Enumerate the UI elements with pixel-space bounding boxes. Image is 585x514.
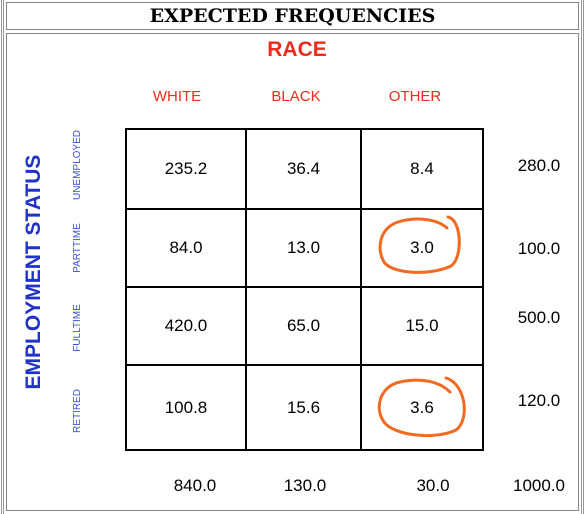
table-cell-circled: 3.0 xyxy=(362,210,482,288)
row-total-fulltime: 500.0 xyxy=(517,308,561,327)
table-cell: 36.4 xyxy=(247,130,362,210)
table-cell: 235.2 xyxy=(127,130,247,210)
frame-border-left xyxy=(1,0,4,514)
column-total-black: 130.0 xyxy=(283,476,327,495)
frame-border-right xyxy=(581,0,584,514)
table-cell: 15.0 xyxy=(362,288,482,366)
table-cell: 420.0 xyxy=(127,288,247,366)
content-panel xyxy=(6,33,579,511)
column-total-white: 840.0 xyxy=(173,476,217,495)
table-cell-circled: 3.6 xyxy=(410,397,434,417)
column-variable-heading: RACE xyxy=(267,38,327,61)
column-header-other: OTHER xyxy=(388,88,442,105)
table-cell: 65.0 xyxy=(247,288,362,366)
row-total-parttime: 100.0 xyxy=(517,239,561,258)
table-cell: 15.6 xyxy=(247,366,362,449)
table-title: EXPECTED FREQUENCIES xyxy=(6,2,579,30)
table-cell: 8.4 xyxy=(362,130,482,210)
table-cell: 84.0 xyxy=(127,210,247,288)
row-header-retired: RETIRED xyxy=(72,389,83,433)
frequency-table: 235.2 36.4 8.4 84.0 13.0 3.0 420.0 65.0 … xyxy=(125,128,484,451)
column-header-black: BLACK xyxy=(271,88,321,105)
table-cell: 13.0 xyxy=(247,210,362,288)
table-cell: 100.8 xyxy=(127,366,247,449)
grand-total: 1000.0 xyxy=(513,476,565,495)
row-total-retired: 120.0 xyxy=(517,391,561,410)
row-variable-heading: EMPLOYMENT STATUS xyxy=(22,154,45,390)
row-total-unemployed: 280.0 xyxy=(517,156,561,175)
column-total-other: 30.0 xyxy=(416,476,450,495)
column-header-white: WHITE xyxy=(152,88,202,105)
